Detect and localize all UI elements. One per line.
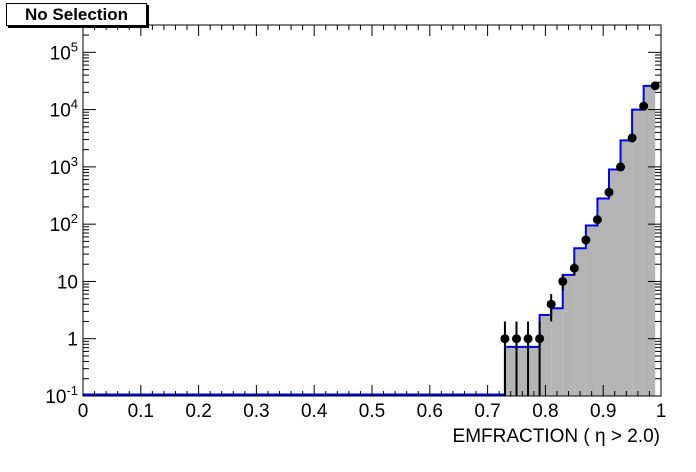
data-point [523, 334, 533, 344]
data-points [500, 81, 660, 396]
data-point [592, 215, 602, 225]
chart-title: No Selection [6, 3, 147, 26]
x-axis-label: EMFRACTION ( η > 2.0) [453, 426, 660, 447]
y-tick-label: 103 [50, 154, 78, 179]
x-tick-label: 0.4 [301, 401, 328, 422]
x-tick-label: 0.8 [532, 401, 558, 422]
histogram-bar [504, 346, 517, 396]
y-tick-label: 102 [50, 211, 78, 236]
histogram-bar [632, 109, 644, 397]
y-tick-label: 1 [67, 330, 78, 351]
histogram-bar [608, 169, 621, 396]
histogram-bar [539, 314, 552, 396]
axes: 0 0.1 0.2 0.3 0.4 0.5 0.6 0.7 0.8 0.9 1 10-1 1 10 102 1… [45, 24, 667, 422]
x-tick-label: 0.1 [128, 401, 154, 422]
y-tick-label: 10 [57, 272, 78, 293]
data-point [558, 276, 568, 286]
x-tick-label: 0.3 [243, 401, 269, 422]
histogram-bar [551, 308, 563, 396]
x-tick-label: 1 [656, 401, 667, 422]
data-point [616, 162, 626, 172]
x-tick-label: 0.2 [185, 401, 211, 422]
x-tick-label: 0.6 [417, 401, 443, 422]
histogram-bar [585, 225, 598, 396]
data-point [512, 334, 521, 344]
data-point [535, 334, 545, 344]
histogram-bar [620, 140, 633, 396]
data-point [627, 133, 637, 143]
y-tick-label: 105 [50, 39, 78, 64]
filled-histogram [504, 85, 656, 397]
x-tick-label: 0.7 [474, 401, 500, 422]
data-point [500, 334, 510, 344]
y-tick-label: 104 [50, 97, 78, 122]
histogram-bar [562, 274, 575, 396]
x-tick-label: 0.9 [590, 401, 616, 422]
histogram-bar [528, 346, 540, 396]
histogram-bar [643, 85, 656, 397]
y-tick-label: 10-1 [45, 383, 78, 408]
x-tick-label: 0 [78, 401, 89, 422]
data-point [569, 263, 579, 273]
data-point [546, 299, 556, 309]
data-point [650, 81, 660, 91]
data-point [581, 235, 591, 245]
histogram-bar [516, 346, 529, 396]
histogram-bar [597, 198, 609, 396]
histogram-bar [574, 248, 586, 396]
data-point [604, 187, 614, 197]
x-tick-label: 0.5 [359, 401, 385, 422]
data-point [639, 101, 649, 111]
